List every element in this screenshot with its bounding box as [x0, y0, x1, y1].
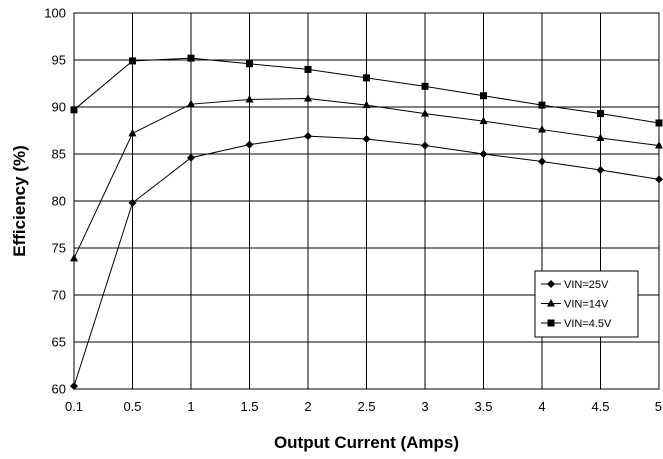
data-point — [363, 74, 370, 82]
data-point — [245, 94, 254, 103]
data-point — [538, 157, 546, 166]
y-tick-label: 90 — [52, 100, 66, 115]
series-triangle — [70, 94, 663, 262]
y-tick-label: 100 — [44, 6, 66, 21]
data-point — [596, 133, 605, 142]
x-axis-ticks: 0.1 0.5 1 1.5 2 2.5 3 3.5 4 4.5 5 — [65, 399, 662, 414]
x-tick-label: 5 — [655, 399, 662, 414]
data-point — [187, 99, 195, 108]
x-tick-label: 0.5 — [123, 399, 141, 414]
data-point — [304, 94, 312, 102]
x-tick-label: 3.5 — [474, 399, 492, 414]
data-point — [362, 134, 371, 143]
y-tick-label: 65 — [52, 335, 66, 350]
data-point — [421, 82, 429, 90]
data-point — [538, 101, 546, 109]
series-layer — [70, 54, 663, 391]
y-tick-label: 95 — [52, 53, 66, 68]
data-point — [304, 132, 312, 141]
x-axis-title: Output Current (Amps) — [274, 433, 459, 452]
data-point — [362, 100, 371, 109]
x-tick-label: 1 — [187, 399, 194, 414]
data-point — [70, 253, 78, 262]
data-point — [245, 140, 254, 149]
series-square — [70, 54, 663, 127]
x-tick-label: 4.5 — [591, 399, 609, 414]
data-point — [129, 57, 136, 65]
plot-area — [73, 12, 660, 390]
x-tick-label: 0.1 — [65, 399, 83, 414]
legend-marker — [547, 280, 555, 288]
data-point — [70, 382, 78, 391]
data-point — [421, 109, 429, 117]
data-point — [246, 60, 253, 68]
x-tick-label: 2 — [304, 399, 311, 414]
data-point — [70, 106, 78, 114]
x-tick-label: 2.5 — [357, 399, 375, 414]
grid — [73, 12, 660, 390]
data-point — [655, 175, 663, 184]
x-tick-label: 1.5 — [240, 399, 258, 414]
legend-item: VIN=14V — [541, 299, 609, 311]
data-point — [655, 119, 663, 127]
data-point — [597, 110, 604, 118]
legend-label: VIN=14V — [564, 299, 609, 311]
y-tick-label: 85 — [52, 147, 66, 162]
y-axis-title: Efficiency (%) — [10, 145, 29, 256]
data-point — [128, 128, 137, 137]
x-tick-label: 3 — [421, 399, 428, 414]
legend: VIN=25V VIN=14V VIN=4.5V — [534, 270, 639, 338]
y-axis-ticks: 60 65 70 75 80 85 90 95 100 — [44, 6, 66, 397]
y-tick-label: 70 — [52, 288, 66, 303]
data-point — [128, 198, 137, 207]
data-point — [596, 165, 605, 174]
y-tick-label: 80 — [52, 194, 66, 209]
y-tick-label: 75 — [52, 241, 66, 256]
data-point — [655, 141, 663, 149]
legend-marker — [547, 299, 555, 307]
data-point — [480, 92, 487, 100]
data-point — [479, 150, 488, 158]
y-tick-label: 60 — [52, 382, 66, 397]
data-point — [538, 125, 546, 133]
data-point — [187, 153, 195, 162]
x-tick-label: 4 — [538, 399, 545, 414]
data-point — [479, 116, 488, 125]
series-diamond — [70, 132, 663, 391]
legend-item: VIN=25V — [541, 279, 609, 291]
data-point — [187, 54, 195, 62]
legend-marker — [547, 319, 555, 327]
data-point — [304, 65, 312, 73]
data-point — [421, 141, 429, 150]
legend-label: VIN=4.5V — [564, 318, 612, 330]
legend-item: VIN=4.5V — [541, 318, 612, 330]
legend-label: VIN=25V — [564, 279, 609, 291]
